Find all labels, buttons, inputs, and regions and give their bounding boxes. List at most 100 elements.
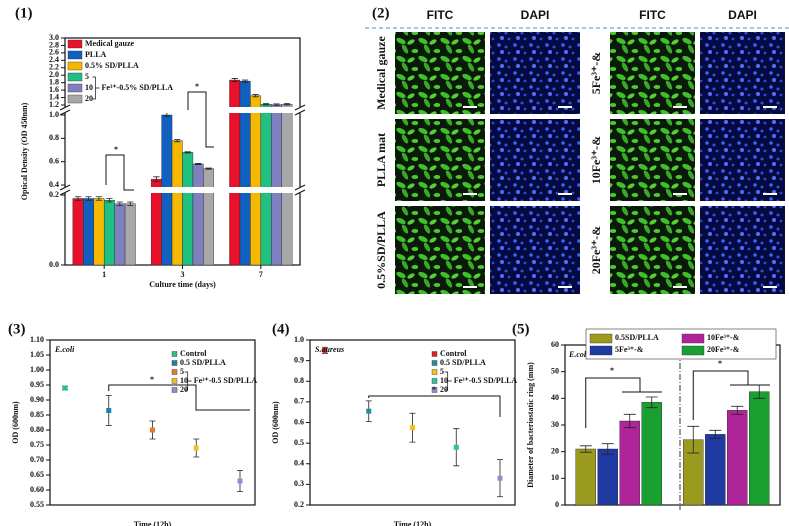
bar bbox=[641, 402, 662, 506]
legend-box bbox=[585, 328, 777, 360]
legend-group-label: Fe³⁺-0.5 SD/PLLA bbox=[194, 376, 258, 385]
x-axis-label: Time (12h) bbox=[394, 520, 432, 526]
point bbox=[497, 475, 503, 481]
axis-break-mark bbox=[59, 184, 71, 196]
legend-swatch bbox=[171, 369, 178, 375]
legend-swatch bbox=[431, 378, 438, 384]
axis-break bbox=[59, 187, 306, 193]
error-bar bbox=[74, 196, 82, 201]
legend-label: 5Fe³⁺-& bbox=[615, 345, 644, 354]
legend-label: 20 bbox=[85, 94, 93, 103]
micrograph bbox=[700, 32, 785, 114]
bar bbox=[103, 200, 115, 266]
legend-swatch bbox=[171, 360, 178, 366]
side-label: 20Fe³⁺-& bbox=[589, 226, 603, 275]
legend-swatch bbox=[589, 333, 613, 344]
bar bbox=[260, 104, 272, 266]
category-label: E.coli bbox=[568, 350, 589, 359]
legend-label: Control bbox=[440, 349, 467, 358]
legend-label: 20 bbox=[180, 385, 188, 394]
y-tick-label: 0.70 bbox=[30, 455, 44, 464]
bar bbox=[83, 198, 94, 266]
y-tick-label: 20 bbox=[551, 446, 559, 455]
inset-label: S.aureus bbox=[315, 345, 344, 354]
x-tick-label: 1 bbox=[102, 270, 106, 279]
error-bar bbox=[127, 201, 134, 206]
micrograph bbox=[490, 32, 580, 114]
y-tick-label: 0.75 bbox=[30, 440, 44, 449]
significance-bracket bbox=[585, 377, 641, 428]
legend-label: 0.5 SD/PLLA bbox=[180, 358, 226, 367]
micrograph bbox=[490, 206, 580, 294]
legend-label: Medical gauze bbox=[85, 39, 135, 48]
bar bbox=[281, 104, 293, 266]
bar bbox=[192, 163, 204, 266]
y-tick-label: 0.85 bbox=[30, 410, 44, 419]
error-bar bbox=[153, 176, 160, 182]
y-tick-label: 2.8 bbox=[49, 40, 59, 49]
y-tick-label: 0.5 bbox=[294, 438, 304, 447]
panel-label: (5) bbox=[512, 321, 530, 337]
axis-break-mark bbox=[294, 184, 306, 196]
significance-bracket bbox=[105, 154, 134, 191]
bar bbox=[124, 203, 136, 266]
bar bbox=[705, 434, 726, 506]
axis-break-mark bbox=[294, 104, 306, 116]
y-axis-label: Optical Density (OD 450nm) bbox=[20, 102, 29, 200]
legend-bracket bbox=[184, 371, 192, 391]
column-label: DAPI bbox=[728, 8, 757, 22]
legend-bracket bbox=[444, 371, 452, 391]
y-tick-label: 10 bbox=[551, 473, 559, 482]
legend-swatch bbox=[431, 387, 438, 393]
y-tick-label: 0.8 bbox=[49, 133, 59, 142]
legend-swatch bbox=[589, 345, 613, 356]
bar bbox=[93, 198, 105, 266]
legend-swatch bbox=[67, 83, 83, 93]
micrograph bbox=[610, 119, 695, 201]
x-axis-label: Culture time (days) bbox=[149, 280, 216, 289]
x-tick-label: 3 bbox=[181, 270, 185, 279]
legend-swatch bbox=[171, 378, 178, 384]
legend-label: 10 bbox=[440, 376, 448, 385]
y-tick-label: 0.2 bbox=[49, 190, 59, 199]
legend-swatch bbox=[681, 333, 705, 344]
y-tick-label: 0.3 bbox=[294, 479, 304, 488]
error-bar bbox=[687, 425, 700, 454]
legend-label: Control bbox=[180, 349, 207, 358]
error-bar bbox=[174, 139, 181, 143]
row-label: Medical gauze bbox=[374, 36, 388, 110]
bar bbox=[575, 448, 596, 506]
point bbox=[106, 408, 112, 413]
significance-bracket bbox=[368, 395, 501, 417]
y-tick-label: 3.0 bbox=[49, 33, 59, 42]
axis-break bbox=[59, 107, 306, 113]
bar bbox=[597, 448, 618, 506]
significance-star: * bbox=[114, 145, 118, 154]
bar bbox=[727, 410, 748, 506]
micrograph bbox=[395, 32, 485, 114]
y-tick-label: 2.2 bbox=[49, 63, 59, 72]
micrograph bbox=[610, 206, 695, 294]
legend-swatch bbox=[171, 387, 178, 393]
axis-break-mark bbox=[59, 104, 71, 116]
y-tick-label: 2.0 bbox=[49, 70, 59, 79]
micrograph bbox=[700, 206, 785, 294]
legend-swatch bbox=[67, 94, 83, 104]
column-label: FITC bbox=[639, 8, 666, 22]
bar bbox=[72, 198, 84, 266]
y-tick-label: 1.10 bbox=[30, 335, 44, 344]
point bbox=[62, 385, 68, 391]
point bbox=[150, 427, 155, 433]
legend-label: 5 bbox=[85, 72, 89, 81]
significance-bracket bbox=[187, 91, 214, 148]
y-tick-label: 1.6 bbox=[49, 85, 59, 94]
panel-label: (2) bbox=[372, 5, 390, 21]
y-tick-label: 2.6 bbox=[49, 48, 59, 57]
bar bbox=[271, 104, 282, 266]
legend-label: 5 bbox=[180, 367, 184, 376]
error-bar bbox=[283, 103, 291, 106]
point bbox=[237, 478, 243, 484]
plot-frame bbox=[49, 339, 256, 506]
significance-bracket bbox=[692, 370, 749, 420]
